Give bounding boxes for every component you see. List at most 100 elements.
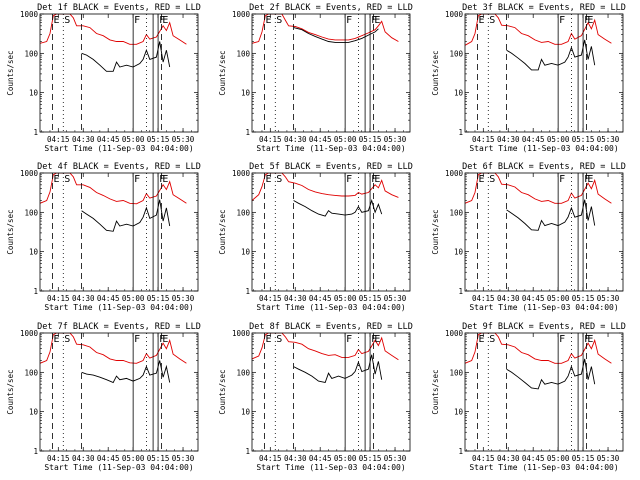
- y-tick-label: 1: [458, 287, 463, 296]
- x-tick-label: 04:15: [472, 294, 495, 303]
- x-axis-label: Start Time (11-Sep-03 04:04:00): [469, 303, 618, 312]
- time-marker-label: E: [53, 174, 59, 185]
- y-tick-label: 100: [24, 208, 38, 217]
- time-marker-label: E: [478, 174, 484, 185]
- x-tick-label: 04:30: [497, 454, 520, 463]
- time-marker-label: S: [489, 15, 495, 26]
- time-marker-label: F: [584, 334, 590, 345]
- chart-title: Det 6f BLACK = Events, RED = LLD: [462, 162, 626, 172]
- time-marker-label: E: [162, 15, 168, 26]
- x-tick-label: 05:30: [172, 454, 195, 463]
- x-tick-label: 04:15: [259, 454, 282, 463]
- series-line-red: [40, 333, 187, 364]
- x-tick-label: 05:00: [122, 294, 145, 303]
- series-line-black: [293, 354, 383, 384]
- chart-title: Det 3f BLACK = Events, RED = LLD: [462, 3, 626, 13]
- y-tick-label: 1000: [445, 169, 464, 178]
- series-line-red: [465, 173, 612, 204]
- x-tick-label: 05:15: [147, 135, 170, 144]
- y-tick-label: 1: [245, 287, 250, 296]
- chart-panel-2: Det 2f BLACK = Events, RED = LLD Counts/s…: [218, 3, 413, 153]
- time-marker-label: E: [587, 174, 593, 185]
- plot-frame: [39, 332, 199, 452]
- time-marker-label: F: [584, 15, 590, 26]
- y-axis-label: Counts/sec: [431, 369, 440, 414]
- plot-frame: [251, 172, 411, 292]
- y-tick-label: 1000: [445, 329, 464, 338]
- y-tick-label: 10: [241, 248, 251, 257]
- chart-panel-4: Det 4f BLACK = Events, RED = LLD Counts/s…: [6, 162, 201, 312]
- y-axis-label: Counts/sec: [6, 369, 15, 414]
- x-tick-label: 04:45: [97, 135, 120, 144]
- x-axis-label: Start Time (11-Sep-03 04:04:00): [469, 144, 618, 153]
- x-tick-label: 04:45: [97, 454, 120, 463]
- x-tick-label: 05:30: [172, 294, 195, 303]
- series-line-black: [293, 198, 383, 217]
- x-tick-label: 05:15: [147, 294, 170, 303]
- y-axis-label: Counts/sec: [6, 50, 15, 95]
- time-marker-label: E: [478, 15, 484, 26]
- x-tick-label: 05:00: [334, 135, 357, 144]
- time-marker-label: F: [371, 15, 377, 26]
- time-marker-label: S: [276, 15, 282, 26]
- plot-frame: [464, 13, 624, 133]
- y-tick-label: 10: [29, 408, 39, 417]
- y-tick-label: 1000: [232, 329, 251, 338]
- y-tick-label: 10: [29, 89, 39, 98]
- chart-panel-3: Det 3f BLACK = Events, RED = LLD Counts/s…: [431, 3, 626, 153]
- plot-frame: [251, 13, 411, 133]
- x-tick-label: 04:30: [72, 294, 95, 303]
- series-line-red: [40, 14, 187, 45]
- y-tick-label: 100: [24, 49, 38, 58]
- chart-title: Det 5f BLACK = Events, RED = LLD: [249, 162, 413, 172]
- x-tick-label: 05:30: [384, 454, 407, 463]
- time-marker-label: F: [371, 334, 377, 345]
- time-marker-label: S: [276, 334, 282, 345]
- x-tick-label: 05:00: [334, 294, 357, 303]
- x-tick-label: 04:45: [522, 454, 545, 463]
- x-tick-label: 04:15: [47, 294, 70, 303]
- x-tick-label: 05:15: [147, 454, 170, 463]
- chart-title: Det 7f BLACK = Events, RED = LLD: [37, 322, 201, 332]
- chart-panel-1: Det 1f BLACK = Events, RED = LLD Counts/s…: [6, 3, 201, 153]
- series-line-red: [40, 173, 187, 205]
- x-tick-label: 05:15: [359, 454, 382, 463]
- x-tick-label: 05:15: [359, 294, 382, 303]
- y-tick-label: 1000: [232, 10, 251, 19]
- series-line-black: [81, 199, 171, 232]
- chart-panel-6: Det 6f BLACK = Events, RED = LLD Counts/s…: [431, 162, 626, 312]
- time-marker-label: E: [478, 334, 484, 345]
- x-tick-label: 05:30: [172, 135, 195, 144]
- x-tick-label: 05:00: [547, 135, 570, 144]
- y-axis-label: Counts/sec: [218, 209, 227, 254]
- series-line-black: [506, 39, 596, 71]
- chart-title: Det 2f BLACK = Events, RED = LLD: [249, 3, 413, 13]
- time-marker-label: E: [53, 15, 59, 26]
- time-marker-label: F: [371, 174, 377, 185]
- time-marker-label: E: [587, 334, 593, 345]
- x-tick-label: 04:30: [497, 294, 520, 303]
- x-tick-label: 04:15: [472, 454, 495, 463]
- y-axis-label: Counts/sec: [6, 209, 15, 254]
- x-tick-label: 05:30: [384, 135, 407, 144]
- x-tick-label: 04:15: [472, 135, 495, 144]
- x-tick-label: 04:30: [72, 135, 95, 144]
- time-marker-label: F: [346, 334, 352, 345]
- x-tick-label: 04:15: [259, 135, 282, 144]
- series-line-red: [465, 14, 612, 46]
- time-marker-label: E: [162, 334, 168, 345]
- y-tick-label: 10: [454, 408, 464, 417]
- y-tick-label: 1: [33, 287, 38, 296]
- x-axis-label: Start Time (11-Sep-03 04:04:00): [44, 303, 193, 312]
- plot-frame: [39, 172, 199, 292]
- x-axis-label: Start Time (11-Sep-03 04:04:00): [469, 463, 618, 472]
- x-tick-label: 04:15: [47, 454, 70, 463]
- x-tick-label: 04:15: [47, 135, 70, 144]
- x-axis-label: Start Time (11-Sep-03 04:04:00): [256, 303, 405, 312]
- x-tick-label: 04:45: [522, 294, 545, 303]
- time-marker-label: E: [162, 174, 168, 185]
- x-tick-label: 05:15: [572, 135, 595, 144]
- time-marker-label: E: [374, 15, 380, 26]
- chart-title: Det 9f BLACK = Events, RED = LLD: [462, 322, 626, 332]
